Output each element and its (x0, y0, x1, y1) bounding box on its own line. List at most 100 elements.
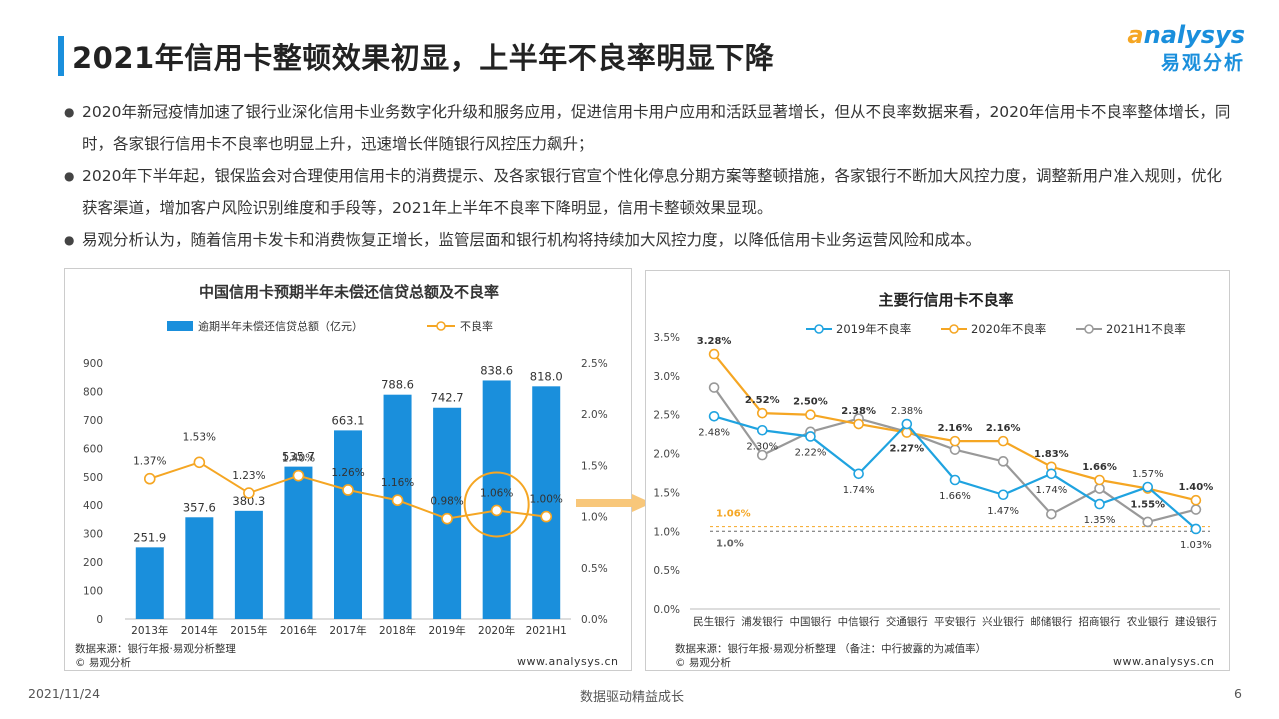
x-tick-label: 2019年 (428, 624, 465, 637)
footer-date: 2021/11/24 (28, 686, 101, 701)
npl-rate-point (143, 472, 156, 485)
point-value-label: 1.03% (1180, 540, 1212, 551)
x-tick-label: 兴业银行 (982, 615, 1024, 628)
series-point (1142, 481, 1154, 493)
series-point (949, 444, 961, 455)
y-left-tick-label: 400 (83, 500, 103, 512)
legend-bar-label: 逾期半年未偿还信贷总额（亿元） (198, 319, 363, 333)
npl-rate-label: 1.37% (133, 456, 166, 468)
x-tick-label: 2014年 (181, 624, 218, 637)
y-right-tick-label: 0.5% (581, 563, 608, 575)
y-right-tick-label: 2.0% (581, 409, 608, 421)
series-point (708, 382, 720, 393)
bar (532, 386, 561, 619)
y-tick-label: 2.0% (653, 449, 680, 461)
point-value-label: 1.47% (987, 506, 1019, 517)
page-number: 6 (1234, 686, 1242, 701)
bank-npl-chart: 主要行信用卡不良率 2019年不良率 2020年不良率 2021H1不良率 0.0% 0.… (653, 291, 1220, 628)
y-left-tick-label: 100 (83, 586, 103, 598)
x-tick-label: 2017年 (329, 624, 366, 637)
y-tick-label: 3.0% (653, 371, 680, 383)
x-tick-label: 邮储银行 (1030, 615, 1072, 628)
right-chart-panel: 主要行信用卡不良率 2019年不良率 2020年不良率 2021H1不良率 0.0% 0.… (645, 270, 1230, 671)
point-value-label: 1.74% (1035, 485, 1067, 496)
bar (284, 466, 313, 619)
bar-value-label: 251.9 (133, 530, 166, 544)
x-tick-label: 2020年 (478, 624, 515, 637)
point-value-label: 2.50% (793, 397, 828, 408)
chart-title: 中国信用卡预期半年未偿还信贷总额及不良率 (199, 283, 499, 301)
series-point (708, 348, 720, 360)
npl-rate-label: 1.23% (232, 470, 265, 482)
point-value-label: 2.38% (891, 406, 923, 417)
y-tick-label: 3.5% (653, 332, 680, 344)
series-point (901, 418, 913, 430)
series-point (853, 418, 864, 430)
legend-marker (949, 324, 959, 334)
legend-label: 2020年不良率 (971, 322, 1046, 336)
point-value-label: 2.27% (889, 444, 924, 455)
bar-value-label: 663.1 (332, 413, 365, 427)
x-tick-label: 2018年 (379, 624, 416, 637)
npl-rate-label: 0.98% (430, 496, 463, 508)
npl-rate-point (540, 510, 553, 523)
bar-value-label: 357.6 (183, 500, 216, 514)
npl-rate-point (243, 487, 255, 499)
y-left-tick-label: 600 (83, 443, 103, 455)
series-point (1094, 483, 1105, 494)
logo-chinese: 易观分析 (1160, 52, 1245, 74)
series-point (708, 410, 720, 422)
title-accent-bar (58, 36, 64, 76)
point-value-label: 1.35% (1084, 515, 1116, 526)
point-value-label: 1.55% (1130, 500, 1165, 511)
y-left-tick-label: 0 (96, 614, 103, 626)
legend-line-label: 不良率 (460, 319, 493, 333)
point-value-label: 2.52% (745, 395, 780, 406)
y-right-tick-label: 2.5% (581, 358, 608, 370)
x-tick-label: 民生银行 (693, 615, 735, 628)
point-value-label: 2.16% (938, 423, 973, 434)
npl-rate-label: 1.40% (282, 453, 315, 465)
right-site-url: www.analysys.cn (1113, 655, 1215, 668)
right-source-note: 数据来源：银行年报·易观分析整理 （备注：中行披露的为减值率） (675, 643, 987, 655)
npl-rate-label: 1.26% (331, 467, 364, 479)
npl-rate-point (193, 456, 206, 469)
bar-value-label: 535.7 (282, 450, 315, 464)
legend-bar-swatch (167, 321, 193, 331)
point-value-label: 1.74% (843, 485, 875, 496)
y-left-tick-label: 700 (83, 415, 103, 427)
left-copyright: © 易观分析 (75, 657, 131, 669)
series-point (853, 468, 864, 480)
series-point (997, 489, 1009, 501)
y-tick-label: 1.0% (653, 526, 680, 538)
bar (482, 380, 511, 619)
series-point (1190, 504, 1202, 515)
logo-english: analysys (1115, 20, 1245, 50)
point-value-label: 1.57% (1132, 469, 1164, 480)
x-tick-label: 浦发银行 (741, 615, 783, 628)
bar (334, 430, 362, 619)
bullet-item: 易观分析认为，随着信用卡发卡和消费恢复正增长，监管层面和银行机构将持续加大风控力… (64, 224, 1234, 256)
npl-rate-point (490, 504, 503, 517)
series-point (756, 449, 768, 461)
bullet-item: 2020年下半年起，银保监会对合理使用信用卡的消费提示、及各家银行官宣个性化停息… (64, 160, 1234, 224)
bar (234, 510, 263, 619)
reference-line-label: 1.0% (716, 538, 744, 549)
y-left-tick-label: 200 (83, 557, 103, 569)
series-point (949, 474, 961, 486)
x-tick-label: 2016年 (280, 624, 317, 637)
bar (185, 517, 214, 619)
series-point (1094, 474, 1105, 486)
bar-value-label: 838.6 (480, 363, 513, 377)
x-tick-label: 农业银行 (1127, 615, 1169, 628)
left-chart-panel: 中国信用卡预期半年未偿还信贷总额及不良率逾期半年未偿还信贷总额（亿元） 不良率 0 1… (64, 268, 632, 671)
bar-value-label: 742.7 (431, 391, 464, 405)
highlight-circle (463, 471, 530, 538)
point-value-label: 1.66% (939, 491, 971, 502)
point-value-label: 2.48% (698, 427, 730, 438)
chart-title: 主要行信用卡不良率 (878, 291, 1013, 309)
reference-line-label: 1.06% (716, 509, 751, 520)
x-tick-label: 2021H1 (526, 625, 567, 637)
legend-label: 2021H1不良率 (1106, 322, 1186, 336)
